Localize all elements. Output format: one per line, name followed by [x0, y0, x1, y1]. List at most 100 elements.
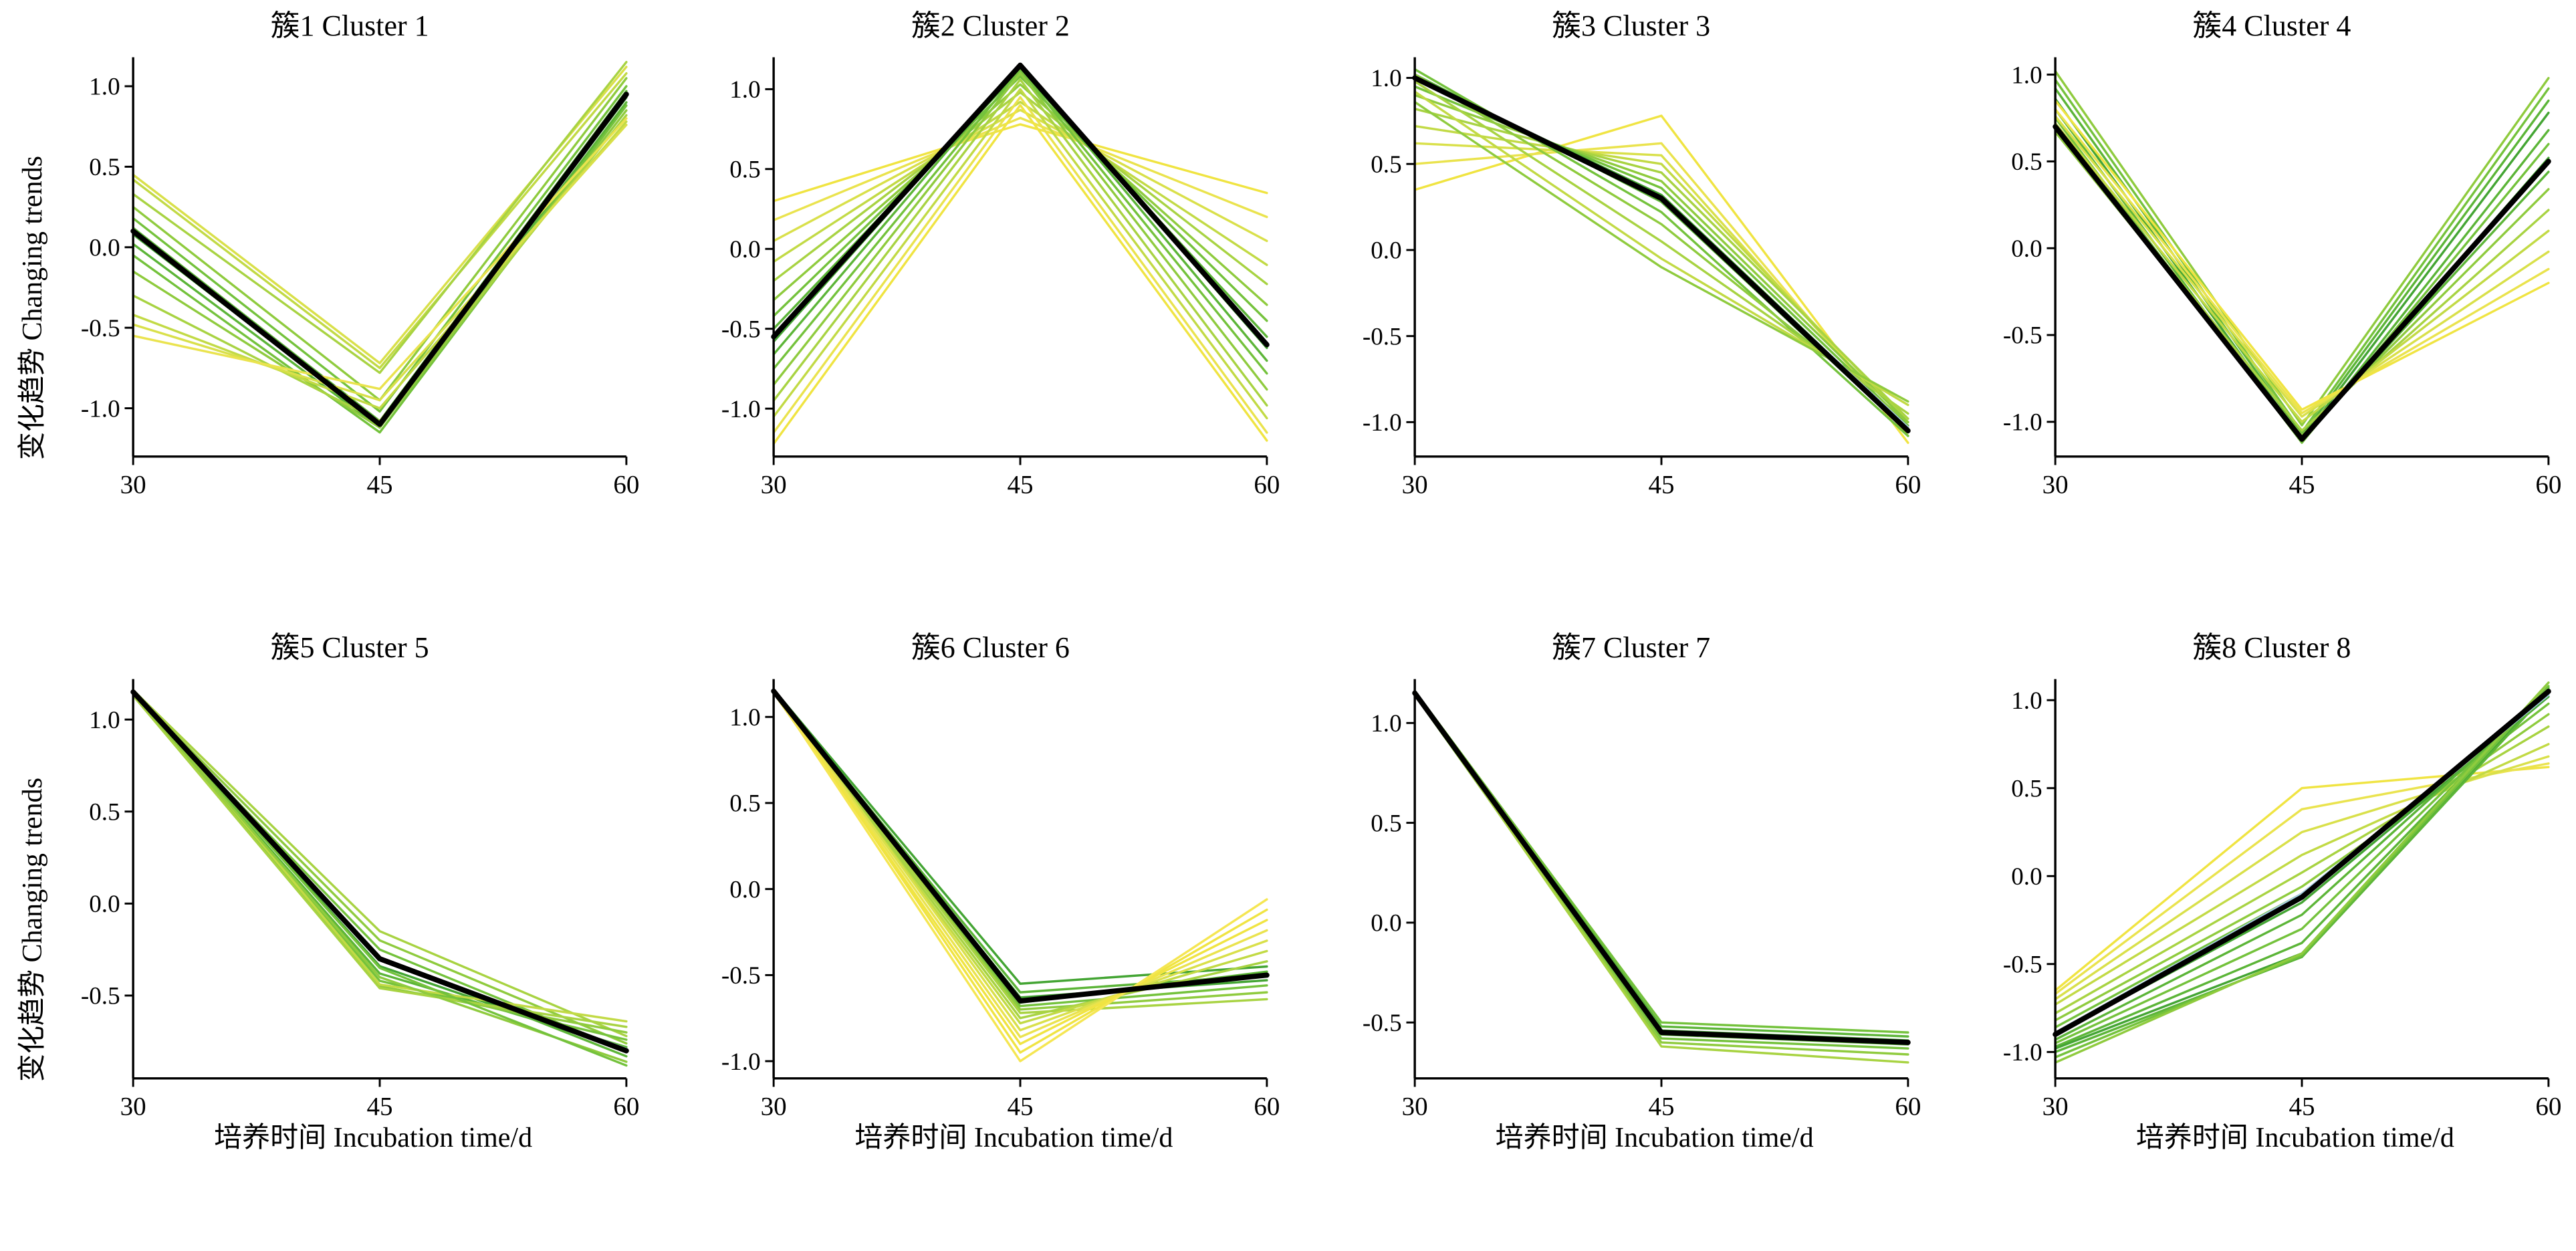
member-line [2054, 124, 2550, 443]
member-line [772, 689, 1268, 1007]
chart-title-cluster-3: 簇3 Cluster 3 [1552, 9, 1711, 42]
y-tick-label: 0.0 [2011, 235, 2042, 263]
x-tick-label: 30 [120, 470, 146, 499]
chart-cell-cluster-5: 变化趋势 Changing trends 簇5 Cluster 5 1.0 0.5… [7, 626, 647, 1248]
member-line [772, 72, 1268, 391]
member-line [2054, 122, 2550, 423]
centroid-line [2052, 688, 2551, 1037]
chart-cell-cluster-6: 簇6 Cluster 6 1.0 0.5 0.0 -0.5 -1.0 30 45 60 培养时… [647, 626, 1288, 1248]
member-line [772, 687, 1268, 985]
x-axis-label: 培养时间 Incubation time/d [854, 1122, 1173, 1153]
member-line [2054, 693, 2550, 1034]
member-line [2054, 98, 2550, 441]
y-tick-label: 0.5 [2011, 148, 2042, 176]
cluster-4-line-chart: 1.0 0.5 0.0 -0.5 -1.0 30 45 60 [2003, 57, 2561, 499]
centroid-line [130, 689, 629, 1053]
x-axis-label: 培养时间 Incubation time/d [214, 1122, 533, 1153]
member-line [132, 96, 628, 426]
centroid-line [2052, 124, 2551, 442]
y-tick-label: -0.5 [2003, 951, 2042, 978]
y-tick-label: 0.5 [2011, 775, 2042, 802]
y-tick-label: 1.0 [1371, 709, 1401, 737]
member-line [132, 694, 628, 1028]
member-line [132, 85, 628, 413]
member-line [1413, 691, 1909, 1044]
chart-cell-cluster-2: 簇2 Cluster 2 1.0 0.5 0.0 -0.5 -1.0 30 45 60 [647, 4, 1288, 626]
x-tick-label: 30 [1401, 470, 1427, 499]
x-tick-label: 60 [1254, 470, 1280, 499]
chart-title-cluster-7: 簇7 Cluster 7 [1552, 631, 1711, 664]
member-line [772, 108, 1268, 243]
x-tick-label: 45 [1648, 470, 1674, 499]
member-line [2054, 689, 2550, 1053]
y-axis-label: 变化趋势 Changing trends [17, 156, 48, 461]
x-tick-label: 30 [2042, 470, 2068, 499]
figure-row-1: 变化趋势 Changing trends 簇1 Cluster 1 1.0 0.5… [7, 4, 2569, 626]
member-line [132, 124, 628, 402]
member-line [772, 75, 1268, 322]
member-line [132, 690, 628, 1050]
member-line [132, 690, 628, 1034]
y-tick-label: 0.0 [89, 891, 120, 918]
member-line [132, 61, 628, 374]
x-tick-label: 60 [613, 1092, 639, 1121]
cluster-5-line-chart: 1.0 0.5 0.0 -0.5 30 45 60 [81, 679, 639, 1121]
member-line [1413, 691, 1909, 1038]
y-axis-label-wrap: 变化趋势 Changing trends [8, 666, 51, 1194]
member-line [1413, 114, 1909, 444]
y-tick-label: -0.5 [2003, 322, 2042, 350]
y-tick-label: 1.0 [730, 76, 761, 104]
member-line [1413, 142, 1909, 432]
member-line [772, 91, 1268, 286]
x-tick-label: 45 [1008, 1092, 1034, 1121]
member-line [1413, 689, 1909, 1046]
x-tick-label: 45 [2289, 1092, 2315, 1121]
y-tick-label: 0.5 [1371, 151, 1401, 179]
chart-title-cluster-8: 簇8 Cluster 8 [2192, 631, 2351, 664]
member-line [2054, 108, 2550, 415]
chart-cell-cluster-8: 簇8 Cluster 8 1.0 0.5 0.0 -0.5 -1.0 30 45 60 培养时… [1929, 626, 2569, 1248]
member-line [132, 692, 628, 1052]
member-line [1413, 108, 1909, 420]
y-tick-label: 0.0 [89, 234, 120, 261]
y-tick-label: 1.0 [1371, 65, 1401, 92]
y-tick-label: -1.0 [1362, 409, 1401, 437]
chart-cell-cluster-7: 簇7 Cluster 7 1.0 0.5 0.0 -0.5 30 45 60 培养时间 In… [1288, 626, 1929, 1248]
y-tick-label: -0.5 [1362, 1009, 1401, 1036]
member-line [2054, 70, 2550, 427]
member-line [772, 78, 1268, 407]
y-tick-label: 0.5 [89, 154, 120, 181]
y-tick-label: 1.0 [2011, 62, 2042, 89]
chart-title-cluster-2: 簇2 Cluster 2 [911, 9, 1070, 42]
x-tick-label: 30 [120, 1092, 146, 1121]
member-line [2054, 684, 2550, 1058]
member-line [772, 689, 1268, 1038]
y-axis-label: 变化趋势 Changing trends [17, 777, 48, 1082]
x-tick-label: 60 [1254, 1092, 1280, 1121]
member-line [1413, 691, 1909, 1064]
y-tick-label: 1.0 [730, 703, 761, 731]
chart-cell-cluster-3: 簇3 Cluster 3 1.0 0.5 0.0 -0.5 -1.0 30 45 60 [1288, 4, 1929, 626]
y-tick-label: -1.0 [721, 396, 761, 423]
y-tick-label: 0.5 [89, 798, 120, 826]
chart-title-cluster-4: 簇4 Cluster 4 [2192, 9, 2351, 42]
member-line [772, 116, 1268, 221]
y-axis-label-wrap: 变化趋势 Changing trends [8, 44, 51, 572]
chart-title-cluster-5: 簇5 Cluster 5 [270, 631, 429, 664]
y-tick-label: 0.0 [730, 876, 761, 903]
x-tick-label: 45 [2289, 470, 2315, 499]
member-line [1413, 689, 1909, 1034]
member-line [772, 687, 1268, 1054]
member-line [2054, 755, 2550, 1000]
x-tick-label: 60 [1895, 470, 1921, 499]
member-line [2054, 125, 2550, 441]
y-tick-label: 0.5 [730, 156, 761, 184]
member-line [1413, 693, 1909, 1042]
cluster-7-line-chart: 1.0 0.5 0.0 -0.5 30 45 60 [1362, 679, 1921, 1121]
member-line [772, 689, 1268, 1062]
member-line [132, 692, 628, 1063]
member-line [2054, 742, 2550, 1006]
member-line [772, 687, 1268, 1031]
cluster-1-line-chart: 1.0 0.5 0.0 -0.5 -1.0 30 45 60 [81, 57, 639, 499]
